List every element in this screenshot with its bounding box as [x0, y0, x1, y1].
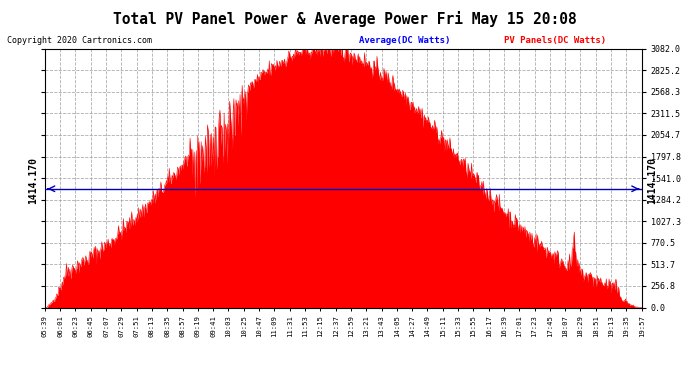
Text: Average(DC Watts): Average(DC Watts)	[359, 36, 450, 45]
Text: 1414.170: 1414.170	[28, 156, 38, 204]
Text: PV Panels(DC Watts): PV Panels(DC Watts)	[504, 36, 606, 45]
Text: Copyright 2020 Cartronics.com: Copyright 2020 Cartronics.com	[7, 36, 152, 45]
Text: 1414.170: 1414.170	[647, 156, 657, 204]
Text: Total PV Panel Power & Average Power Fri May 15 20:08: Total PV Panel Power & Average Power Fri…	[113, 11, 577, 27]
